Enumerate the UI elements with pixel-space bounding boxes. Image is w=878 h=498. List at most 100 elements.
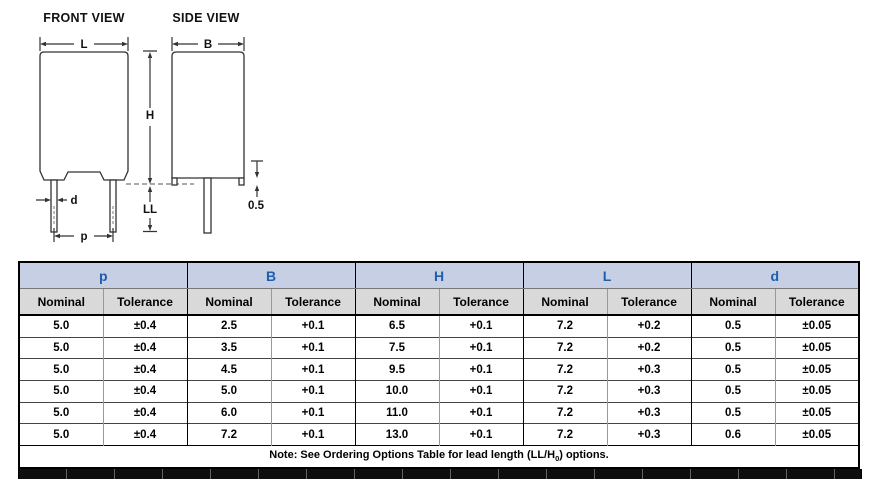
- dimension-value-cell: 7.2: [187, 423, 272, 446]
- dimension-value-cell: 7.2: [523, 315, 608, 338]
- side-foot-left: [171, 177, 178, 186]
- group-header-B: B: [187, 262, 356, 289]
- dimension-value-cell: +0.1: [439, 423, 524, 446]
- group-header-d: d: [691, 262, 859, 289]
- table-row: 5.0 ±0.4 7.2 +0.1 13.0 +0.1 7.2 +0.3 0.6 ±0.05: [19, 423, 859, 446]
- table-row: 5.0 ±0.4 5.0 +0.1 10.0 +0.1 7.2 +0.3 0.5 ±0.05: [19, 379, 859, 403]
- dimension-value-cell: ±0.4: [103, 423, 188, 446]
- dimension-value-cell: 0.5: [691, 358, 776, 381]
- dimension-value-cell: ±0.05: [775, 336, 859, 359]
- dimension-value-cell: 7.2: [523, 379, 608, 403]
- dimension-value-cell: ±0.05: [802, 320, 832, 333]
- subheader-tolerance: Tolerance: [775, 288, 859, 316]
- dimension-value-cell: ±0.4: [103, 315, 188, 338]
- subheader-tolerance: Tolerance: [607, 288, 692, 316]
- dimension-value-cell: 5.0: [19, 358, 104, 381]
- subheader-nominal: Nominal: [355, 288, 440, 316]
- dimension-value-cell: 9.5: [355, 358, 440, 381]
- dimension-value-cell: 6.5: [355, 315, 440, 338]
- table-row: 5.0 ±0.4 4.5 +0.1 9.5 +0.1 7.2 +0.3 0.5 ±0.05: [19, 358, 859, 381]
- dimension-value-cell: 0.5: [691, 379, 776, 403]
- dimension-value-cell: 5.0: [187, 379, 272, 403]
- front-body-outline: [39, 51, 129, 181]
- dimension-B: B: [171, 37, 245, 51]
- dimension-value-cell: 7.5: [355, 336, 440, 359]
- subheader-tolerance: Tolerance: [103, 288, 188, 316]
- dimensions-table-body: 5.0 ±0.4 2.5 +0.1 6.5 +0.1 7.2 +0.2 0.5 ±0.05 5.0 ±…: [19, 315, 859, 446]
- dimension-value-cell: +0.3: [607, 358, 692, 381]
- note-text-suffix: ) options.: [559, 449, 609, 462]
- note-text: Note: See Ordering Options Table for lea…: [269, 449, 556, 462]
- dimension-value-cell: +0.3: [607, 423, 692, 446]
- dimension-p: p: [53, 228, 114, 243]
- table-row: 5.0 ±0.4 6.0 +0.1 11.0 +0.1 7.2 +0.3 0.5 ±0.05: [19, 401, 859, 424]
- dimension-value-cell: 3.5: [187, 336, 272, 359]
- dimension-value-cell: ±0.4: [103, 358, 188, 381]
- dimension-value-cell: +0.2: [607, 336, 692, 359]
- dimension-value-cell: +0.1: [439, 336, 524, 359]
- side-lead: [203, 177, 212, 234]
- dim-label-standoff: 0.5: [248, 200, 265, 212]
- dimension-value-cell: ±0.05: [775, 401, 859, 424]
- dimension-value-cell: 7.2: [523, 336, 608, 359]
- dimension-value-cell: 11.0: [355, 401, 440, 424]
- dimension-value-cell: ±0.4: [103, 336, 188, 359]
- subheader-row: Nominal Tolerance Nominal Tolerance Nomi…: [19, 288, 859, 316]
- dimension-value-cell: ±0.05: [775, 423, 859, 446]
- dimension-value-cell: 10.0: [355, 379, 440, 403]
- dimension-value-cell: 0.6: [691, 423, 776, 446]
- dimension-d: d: [36, 195, 78, 207]
- dimension-value-cell: +0.1: [439, 379, 524, 403]
- dimension-value-cell: +0.3: [607, 379, 692, 403]
- front-view-drawing: L d p: [36, 37, 129, 243]
- dim-label-d: d: [70, 195, 77, 207]
- dimension-value-cell: 0.5: [691, 336, 776, 359]
- subheader-tolerance: Tolerance: [439, 288, 524, 316]
- dim-label-LL: LL: [143, 204, 157, 216]
- dimension-value-cell: ±0.05: [775, 379, 859, 403]
- dimension-H: H: [143, 50, 157, 184]
- dimension-value-cell: 5.0: [19, 336, 104, 359]
- dim-label-p: p: [80, 231, 87, 243]
- group-header-H: H: [355, 262, 524, 289]
- dimension-value-cell: 0.5: [691, 401, 776, 424]
- dimension-value-cell: 5.0: [19, 379, 104, 403]
- dimension-value-cell: 5.0: [19, 423, 104, 446]
- group-header-row: p B H L d: [19, 262, 859, 289]
- dimension-value-cell: 7.2: [523, 358, 608, 381]
- table-row: 5.0 ±0.4 3.5 +0.1 7.5 +0.1 7.2 +0.2 0.5 ±0.05: [19, 336, 859, 359]
- dim-label-B: B: [204, 39, 212, 51]
- dimensions-table: p B H L d Nominal Tolerance Nominal Tole…: [18, 261, 860, 469]
- group-header-p: p: [19, 262, 188, 289]
- dimension-value-cell: 5.0: [19, 401, 104, 424]
- mechanical-drawing: FRONT VIEW SIDE VIEW L d p: [36, 11, 265, 243]
- note-subscript: 0: [555, 454, 560, 464]
- dimension-value-cell: +0.1: [271, 423, 356, 446]
- dimension-value-cell: 7.2: [523, 423, 608, 446]
- dimension-value-cell: 0.5: [691, 315, 776, 338]
- dimension-value-cell: +0.1: [271, 379, 356, 403]
- note-row: Note: See Ordering Options Table for lea…: [19, 445, 859, 468]
- dimension-value-cell: +0.1: [271, 358, 356, 381]
- next-section-header-bar: [18, 469, 862, 479]
- note-row-cell: Note: See Ordering Options Table for lea…: [19, 445, 859, 468]
- front-view-title: FRONT VIEW: [43, 11, 124, 25]
- dimension-value-cell: 5.0: [19, 315, 104, 338]
- table-row: 5.0 ±0.4 2.5 +0.1 6.5 +0.1 7.2 +0.2 0.5 ±0.05: [19, 315, 859, 338]
- side-foot-right: [238, 177, 245, 186]
- dimension-value-cell: +0.2: [607, 315, 692, 338]
- dimension-value-cell: 6.0: [187, 401, 272, 424]
- subheader-nominal: Nominal: [19, 288, 104, 316]
- group-header-L: L: [523, 262, 692, 289]
- dimension-LL: LL: [143, 186, 157, 233]
- dimension-value-cell: ±0.05: [775, 358, 859, 381]
- dimension-value-cell: +0.1: [271, 315, 356, 338]
- dimension-value-cell: +0.1: [439, 401, 524, 424]
- dimension-value-cell: 4.5: [187, 358, 272, 381]
- dim-label-H: H: [146, 110, 154, 122]
- side-body-outline: [171, 51, 245, 179]
- subheader-nominal: Nominal: [523, 288, 608, 316]
- dimension-value-cell: +0.1: [439, 315, 524, 338]
- dimension-value-cell: +0.3: [607, 401, 692, 424]
- dimension-value-cell: ±0.4: [103, 401, 188, 424]
